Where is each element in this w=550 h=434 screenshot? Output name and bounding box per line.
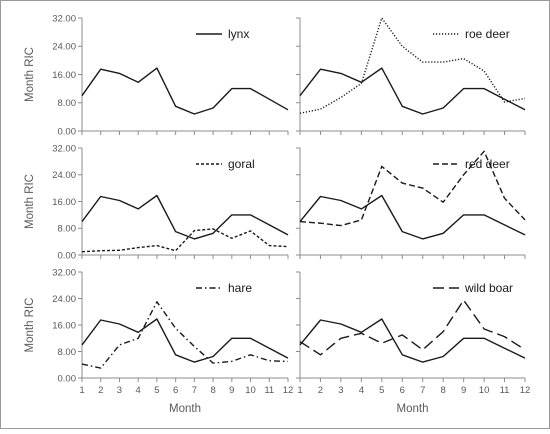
y-tick-label: 16.00 [52, 70, 76, 81]
legend-label: wild boar [464, 281, 513, 295]
legend-label: hare [228, 281, 252, 295]
x-axis-title: Month [397, 403, 429, 415]
y-axis-title: Month RIC [24, 298, 36, 353]
series-line-hare [81, 301, 289, 369]
y-tick-label: 24.00 [52, 42, 76, 53]
x-tick-label: 10 [245, 385, 256, 396]
series-line-lynx [299, 67, 526, 115]
y-tick-label: 0.00 [58, 373, 77, 384]
x-tick-label: 1 [79, 385, 84, 396]
legend-label: lynx [228, 27, 249, 41]
x-tick-label: 1 [297, 385, 302, 396]
panel-3: 0.00 8.00 16.00 24.00 32.00 goral [52, 143, 289, 261]
x-tick-label: 9 [229, 385, 234, 396]
legend: hare [196, 281, 252, 295]
y-tick-label: 32.00 [52, 143, 76, 154]
x-tick-label: 4 [136, 385, 141, 396]
x-tick-label: 9 [461, 385, 466, 396]
x-tick-label: 6 [173, 385, 178, 396]
y-tick-label: 16.00 [52, 197, 76, 208]
series-line-lynx [299, 194, 526, 240]
legend: lynx [196, 27, 249, 41]
panel-1: 0.00 8.00 16.00 24.00 32.00 lynx [52, 13, 289, 137]
series-line-lynx [299, 318, 526, 363]
series-line-lynx [81, 194, 289, 240]
x-tick-label: 5 [379, 385, 384, 396]
x-tick-label: 3 [338, 385, 343, 396]
x-tick-label: 12 [520, 385, 531, 396]
y-tick-label: 8.00 [58, 98, 77, 109]
y-tick-label: 8.00 [58, 224, 77, 235]
panel-2: roe deer [296, 17, 526, 135]
y-tick-label: 32.00 [52, 267, 76, 278]
x-tick-label: 5 [154, 385, 159, 396]
x-tick-label: 3 [117, 385, 122, 396]
legend: red deer [433, 157, 510, 171]
series-line-wild-boar [299, 299, 526, 356]
x-tick-label: 10 [479, 385, 490, 396]
legend-label: goral [228, 157, 255, 171]
y-axis-title: Month RIC [24, 174, 36, 229]
series-line-red-deer [299, 150, 526, 227]
panels-group: 0.00 8.00 16.00 24.00 32.00 lynx roe deer 0.00 8… [52, 13, 530, 396]
x-tick-label: 4 [359, 385, 364, 396]
legend: roe deer [433, 27, 510, 41]
x-tick-label: 11 [500, 385, 510, 396]
series-line-lynx [81, 67, 289, 115]
x-tick-label: 7 [192, 385, 197, 396]
x-tick-label: 7 [420, 385, 425, 396]
x-tick-label: 8 [210, 385, 215, 396]
legend-label: red deer [465, 157, 510, 171]
y-tick-label: 32.00 [52, 13, 76, 24]
x-tick-label: 2 [98, 385, 103, 396]
x-tick-label: 12 [283, 385, 294, 396]
x-tick-label: 8 [441, 385, 446, 396]
x-tick-label: 2 [318, 385, 323, 396]
series-line-lynx [81, 318, 289, 363]
y-tick-label: 0.00 [58, 250, 77, 261]
x-tick-label: 11 [264, 385, 274, 396]
x-axis-title: Month [169, 403, 201, 415]
y-tick-label: 8.00 [58, 347, 77, 358]
y-tick-label: 16.00 [52, 320, 76, 331]
y-tick-label: 0.00 [58, 126, 77, 137]
legend: wild boar [433, 281, 513, 295]
series-line-goral [81, 228, 289, 253]
legend-label: roe deer [465, 27, 510, 41]
y-axis-title: Month RIC [24, 47, 36, 102]
legend: goral [196, 157, 255, 171]
y-tick-label: 24.00 [52, 294, 76, 305]
panel-4: red deer [296, 147, 526, 259]
y-tick-label: 24.00 [52, 170, 76, 181]
x-tick-label: 6 [400, 385, 405, 396]
axis-labels-group: Month RIC Month RIC Month RIC Month Month [24, 47, 428, 415]
